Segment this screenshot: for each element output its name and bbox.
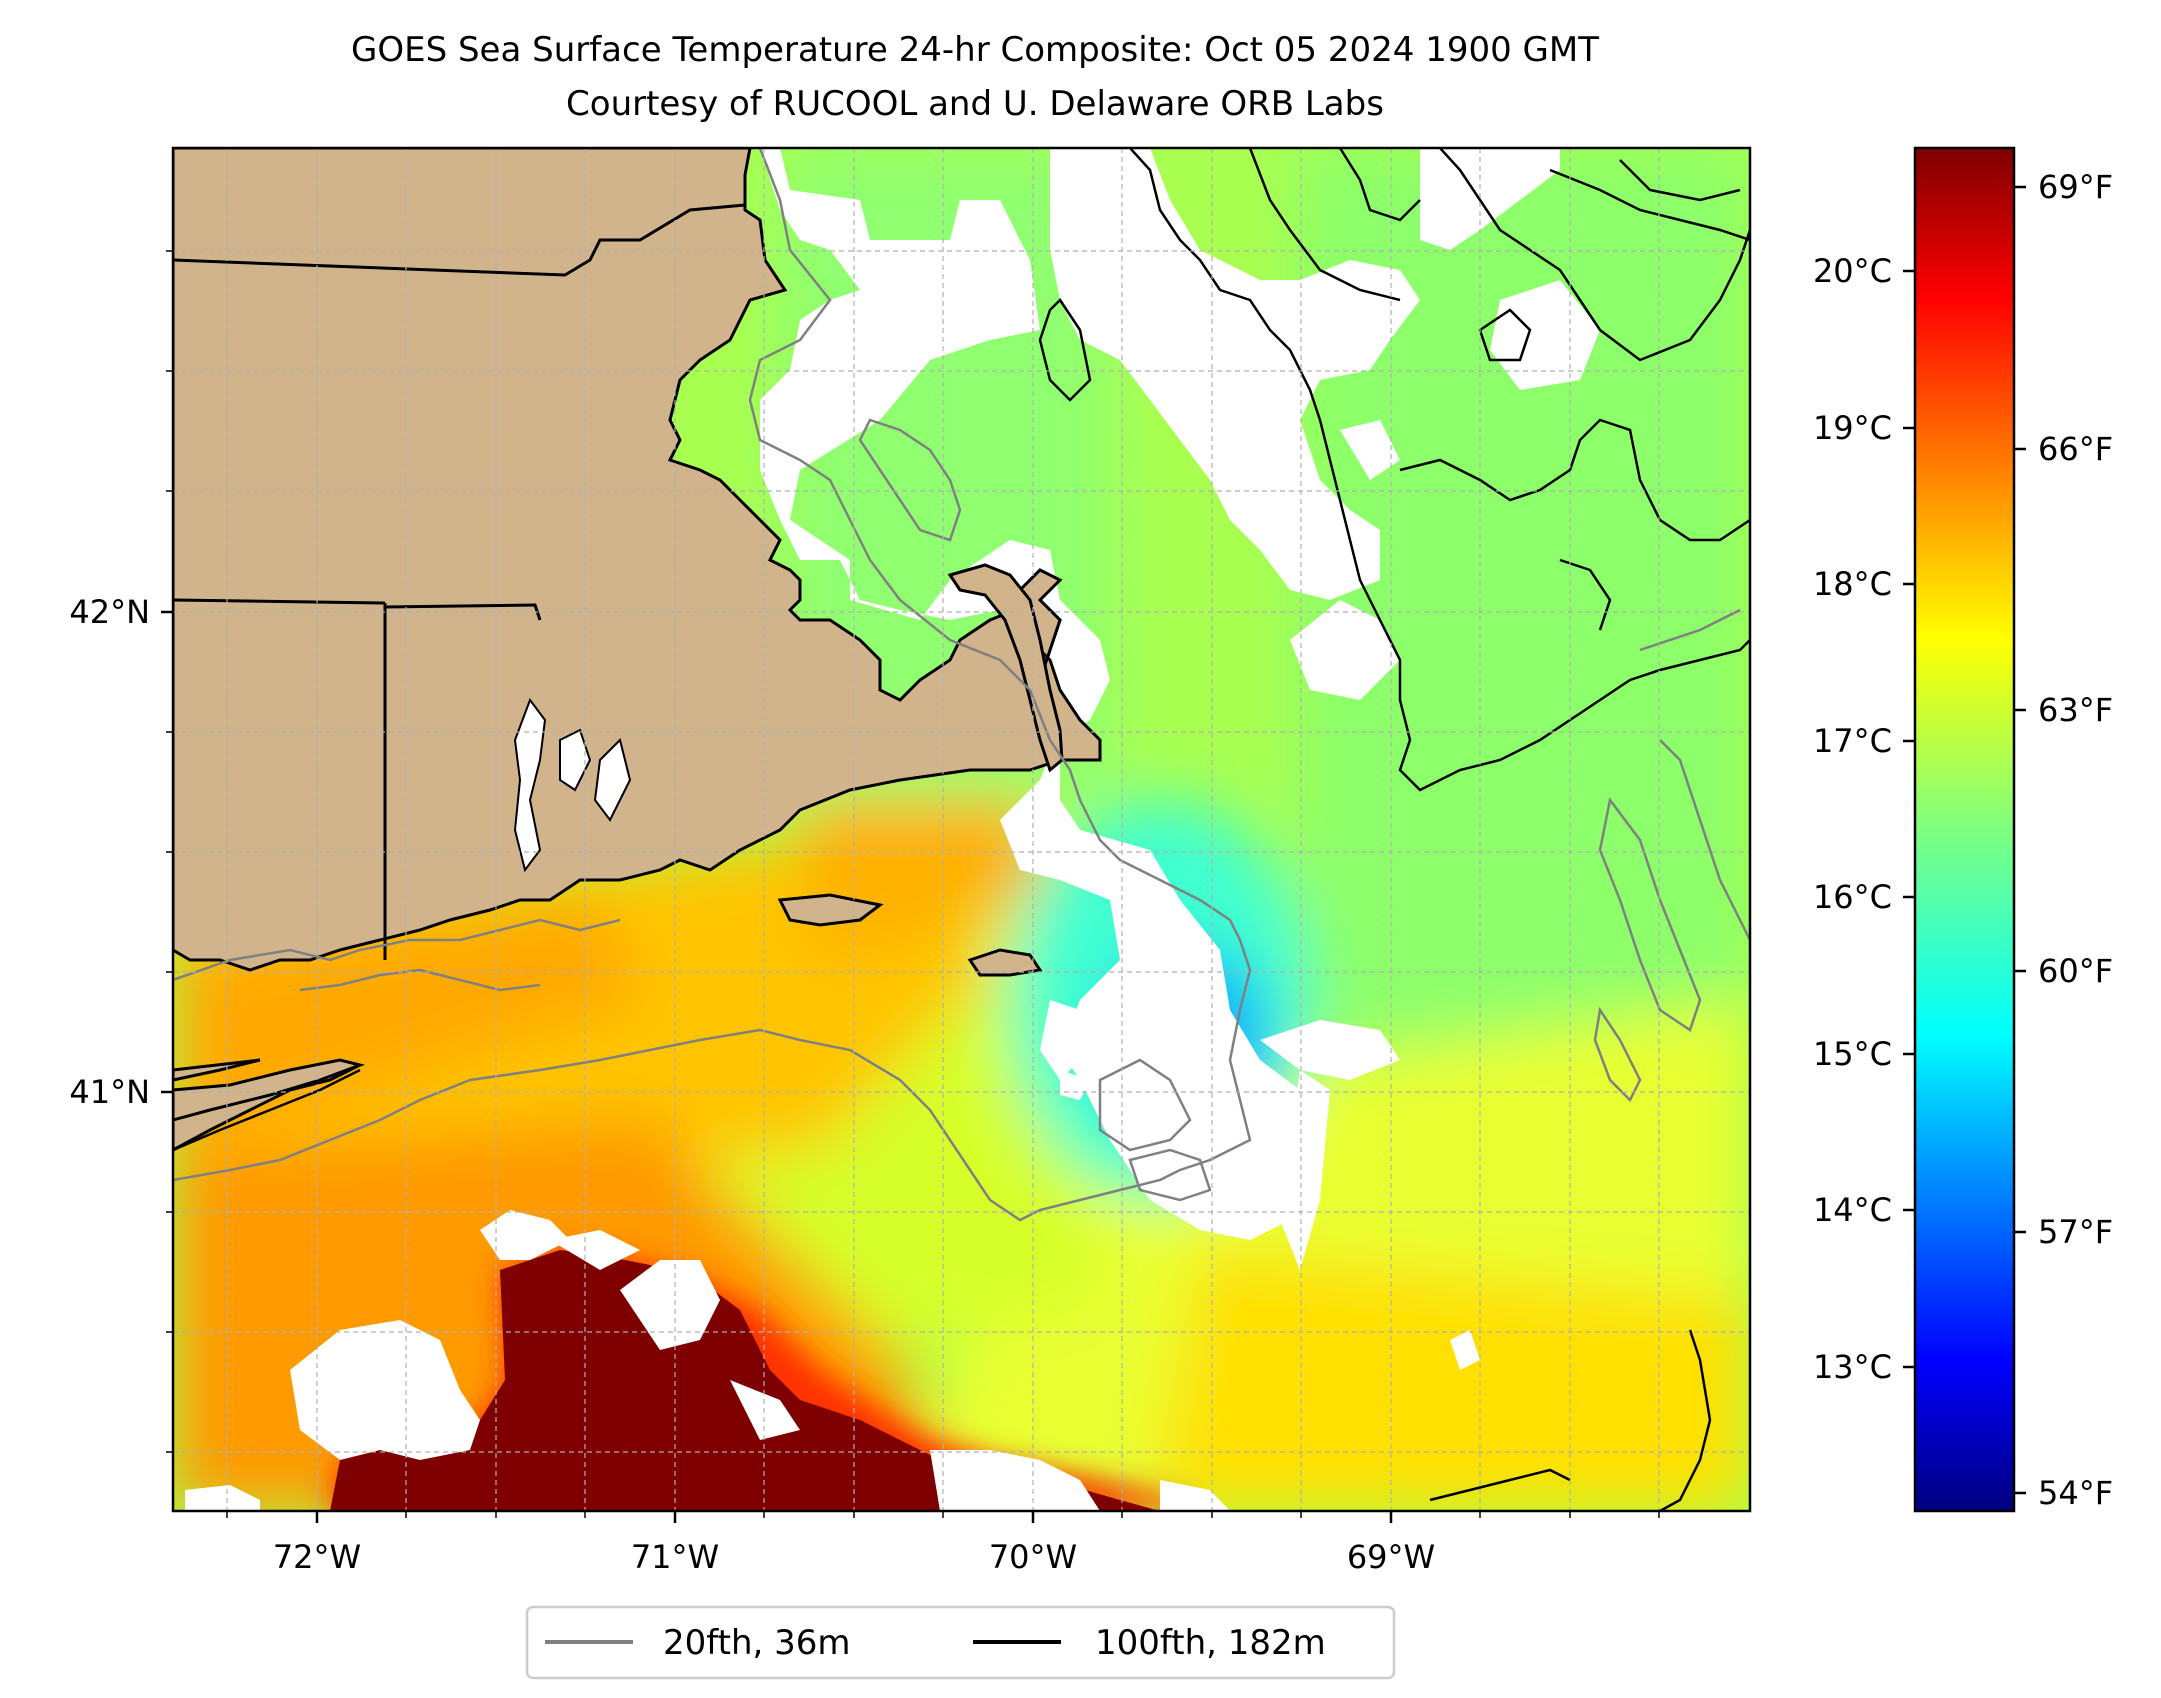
lat-tick-41n: 41°N — [69, 1073, 150, 1111]
lon-tick-71w: 71°W — [631, 1538, 719, 1576]
colorbar-tick-66f: 66°F — [2038, 430, 2113, 468]
map-subtitle: Courtesy of RUCOOL and U. Delaware ORB L… — [566, 84, 1384, 124]
gridlines — [173, 148, 1750, 1511]
colorbar-tick-13c: 13°C — [1813, 1348, 1892, 1386]
isobath-20fth — [173, 148, 1750, 1222]
map-title: GOES Sea Surface Temperature 24-hr Compo… — [350, 30, 1599, 70]
colorbar-tick-14c: 14°C — [1813, 1191, 1892, 1229]
lat-tick-42n: 42°N — [69, 593, 150, 631]
cape-cod — [947, 563, 1064, 773]
colorbar-tick-57f: 57°F — [2038, 1213, 2113, 1251]
colorbar-tick-15c: 15°C — [1813, 1035, 1892, 1073]
state-borders — [173, 203, 746, 960]
colorbar-tick-63f: 63°F — [2038, 691, 2113, 729]
colorbar-tick-16c: 16°C — [1813, 878, 1892, 916]
colorbar-tick-19c: 19°C — [1813, 409, 1892, 447]
legend-label-20fth: 20fth, 36m — [663, 1623, 851, 1663]
legend-label-100fth: 100fth, 182m — [1095, 1623, 1326, 1663]
colorbar-tick-20c: 20°C — [1813, 252, 1892, 290]
colorbar-tick-17c: 17°C — [1813, 722, 1892, 760]
colorbar-tick-54f: 54°F — [2038, 1474, 2113, 1512]
lon-tick-69w: 69°W — [1347, 1538, 1435, 1576]
lon-tick-70w: 70°W — [989, 1538, 1077, 1576]
colorbar-tick-60f: 60°F — [2038, 952, 2113, 990]
sst-map — [173, 148, 1750, 1511]
colorbar-tick-69f: 69°F — [2038, 168, 2113, 206]
colorbar — [1913, 146, 2016, 1513]
isobath-100fth — [173, 148, 1750, 1511]
map-frame — [171, 146, 1752, 1513]
colorbar-tick-18c: 18°C — [1813, 565, 1892, 603]
legend: 20fth, 36m 100fth, 182m — [525, 1605, 1396, 1680]
lon-tick-72w: 72°W — [273, 1538, 361, 1576]
